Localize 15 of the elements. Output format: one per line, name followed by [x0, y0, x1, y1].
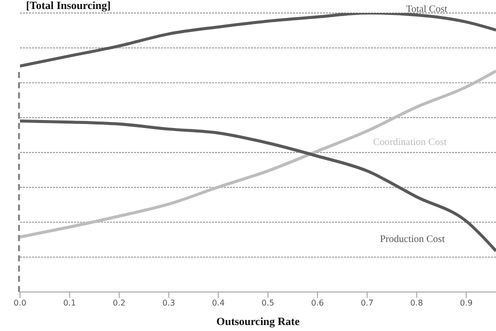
series-label: Total Cost: [406, 4, 448, 15]
x-tick-label: 0.9: [460, 298, 473, 308]
x-tick-label: 0.1: [63, 298, 76, 308]
x-tick-label: 0.3: [162, 298, 176, 308]
x-tick-label: 0.8: [410, 298, 424, 308]
x-tick-label: 0.2: [112, 298, 126, 308]
text: [Total Insourcing]: [26, 0, 111, 12]
x-tick-label: 0.0: [14, 298, 26, 308]
series-label: Coordination Cost: [373, 137, 447, 148]
x-tick-label: 0.4: [212, 298, 225, 308]
x-tick-label: 0.6: [311, 298, 324, 308]
x-tick-label: 0.7: [360, 298, 374, 308]
text: Production Cost: [380, 234, 445, 245]
x-tick-label: 0.5: [262, 298, 274, 308]
x-axis-title: Outsourcing Rate: [216, 316, 300, 328]
